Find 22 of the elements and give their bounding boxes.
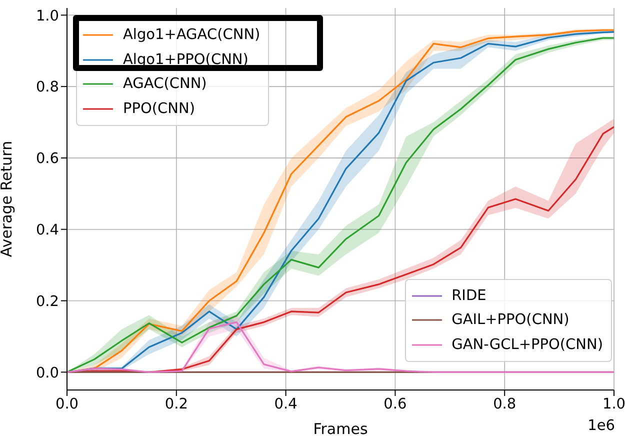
- legend-label: GAIL+PPO(CNN): [452, 312, 570, 328]
- y-tick-label: 0.4: [36, 222, 59, 238]
- y-axis-title: Average Return: [0, 140, 16, 258]
- y-tick-label: 0.6: [36, 151, 59, 168]
- y-tick-label: 0.2: [36, 294, 59, 310]
- x-tick-label: 1.0: [602, 396, 625, 412]
- text: 1e6: [588, 418, 615, 434]
- legend-label: Algo1+AGAC(CNN): [123, 27, 260, 44]
- legend-label: PPO(CNN): [123, 100, 196, 117]
- y-tick-label: 1.0: [36, 8, 59, 24]
- x-tick-label: 0.8: [493, 396, 516, 412]
- legend-label: GAN-GCL+PPO(CNN): [452, 336, 603, 353]
- x-axis-title: Frames: [313, 420, 368, 436]
- y-tick-label: 0.8: [36, 80, 59, 96]
- x-tick-label: 0.0: [55, 396, 79, 412]
- x-tick-label: 0.6: [384, 396, 407, 412]
- x-tick-label: 0.2: [164, 396, 188, 412]
- y-tick-label: 0.0: [36, 365, 59, 382]
- legend-label: RIDE: [452, 288, 486, 304]
- x-tick-label: 0.4: [274, 396, 298, 412]
- legend-label: Algo1+PPO(CNN): [123, 52, 248, 68]
- legend-label: AGAC(CNN): [123, 76, 207, 92]
